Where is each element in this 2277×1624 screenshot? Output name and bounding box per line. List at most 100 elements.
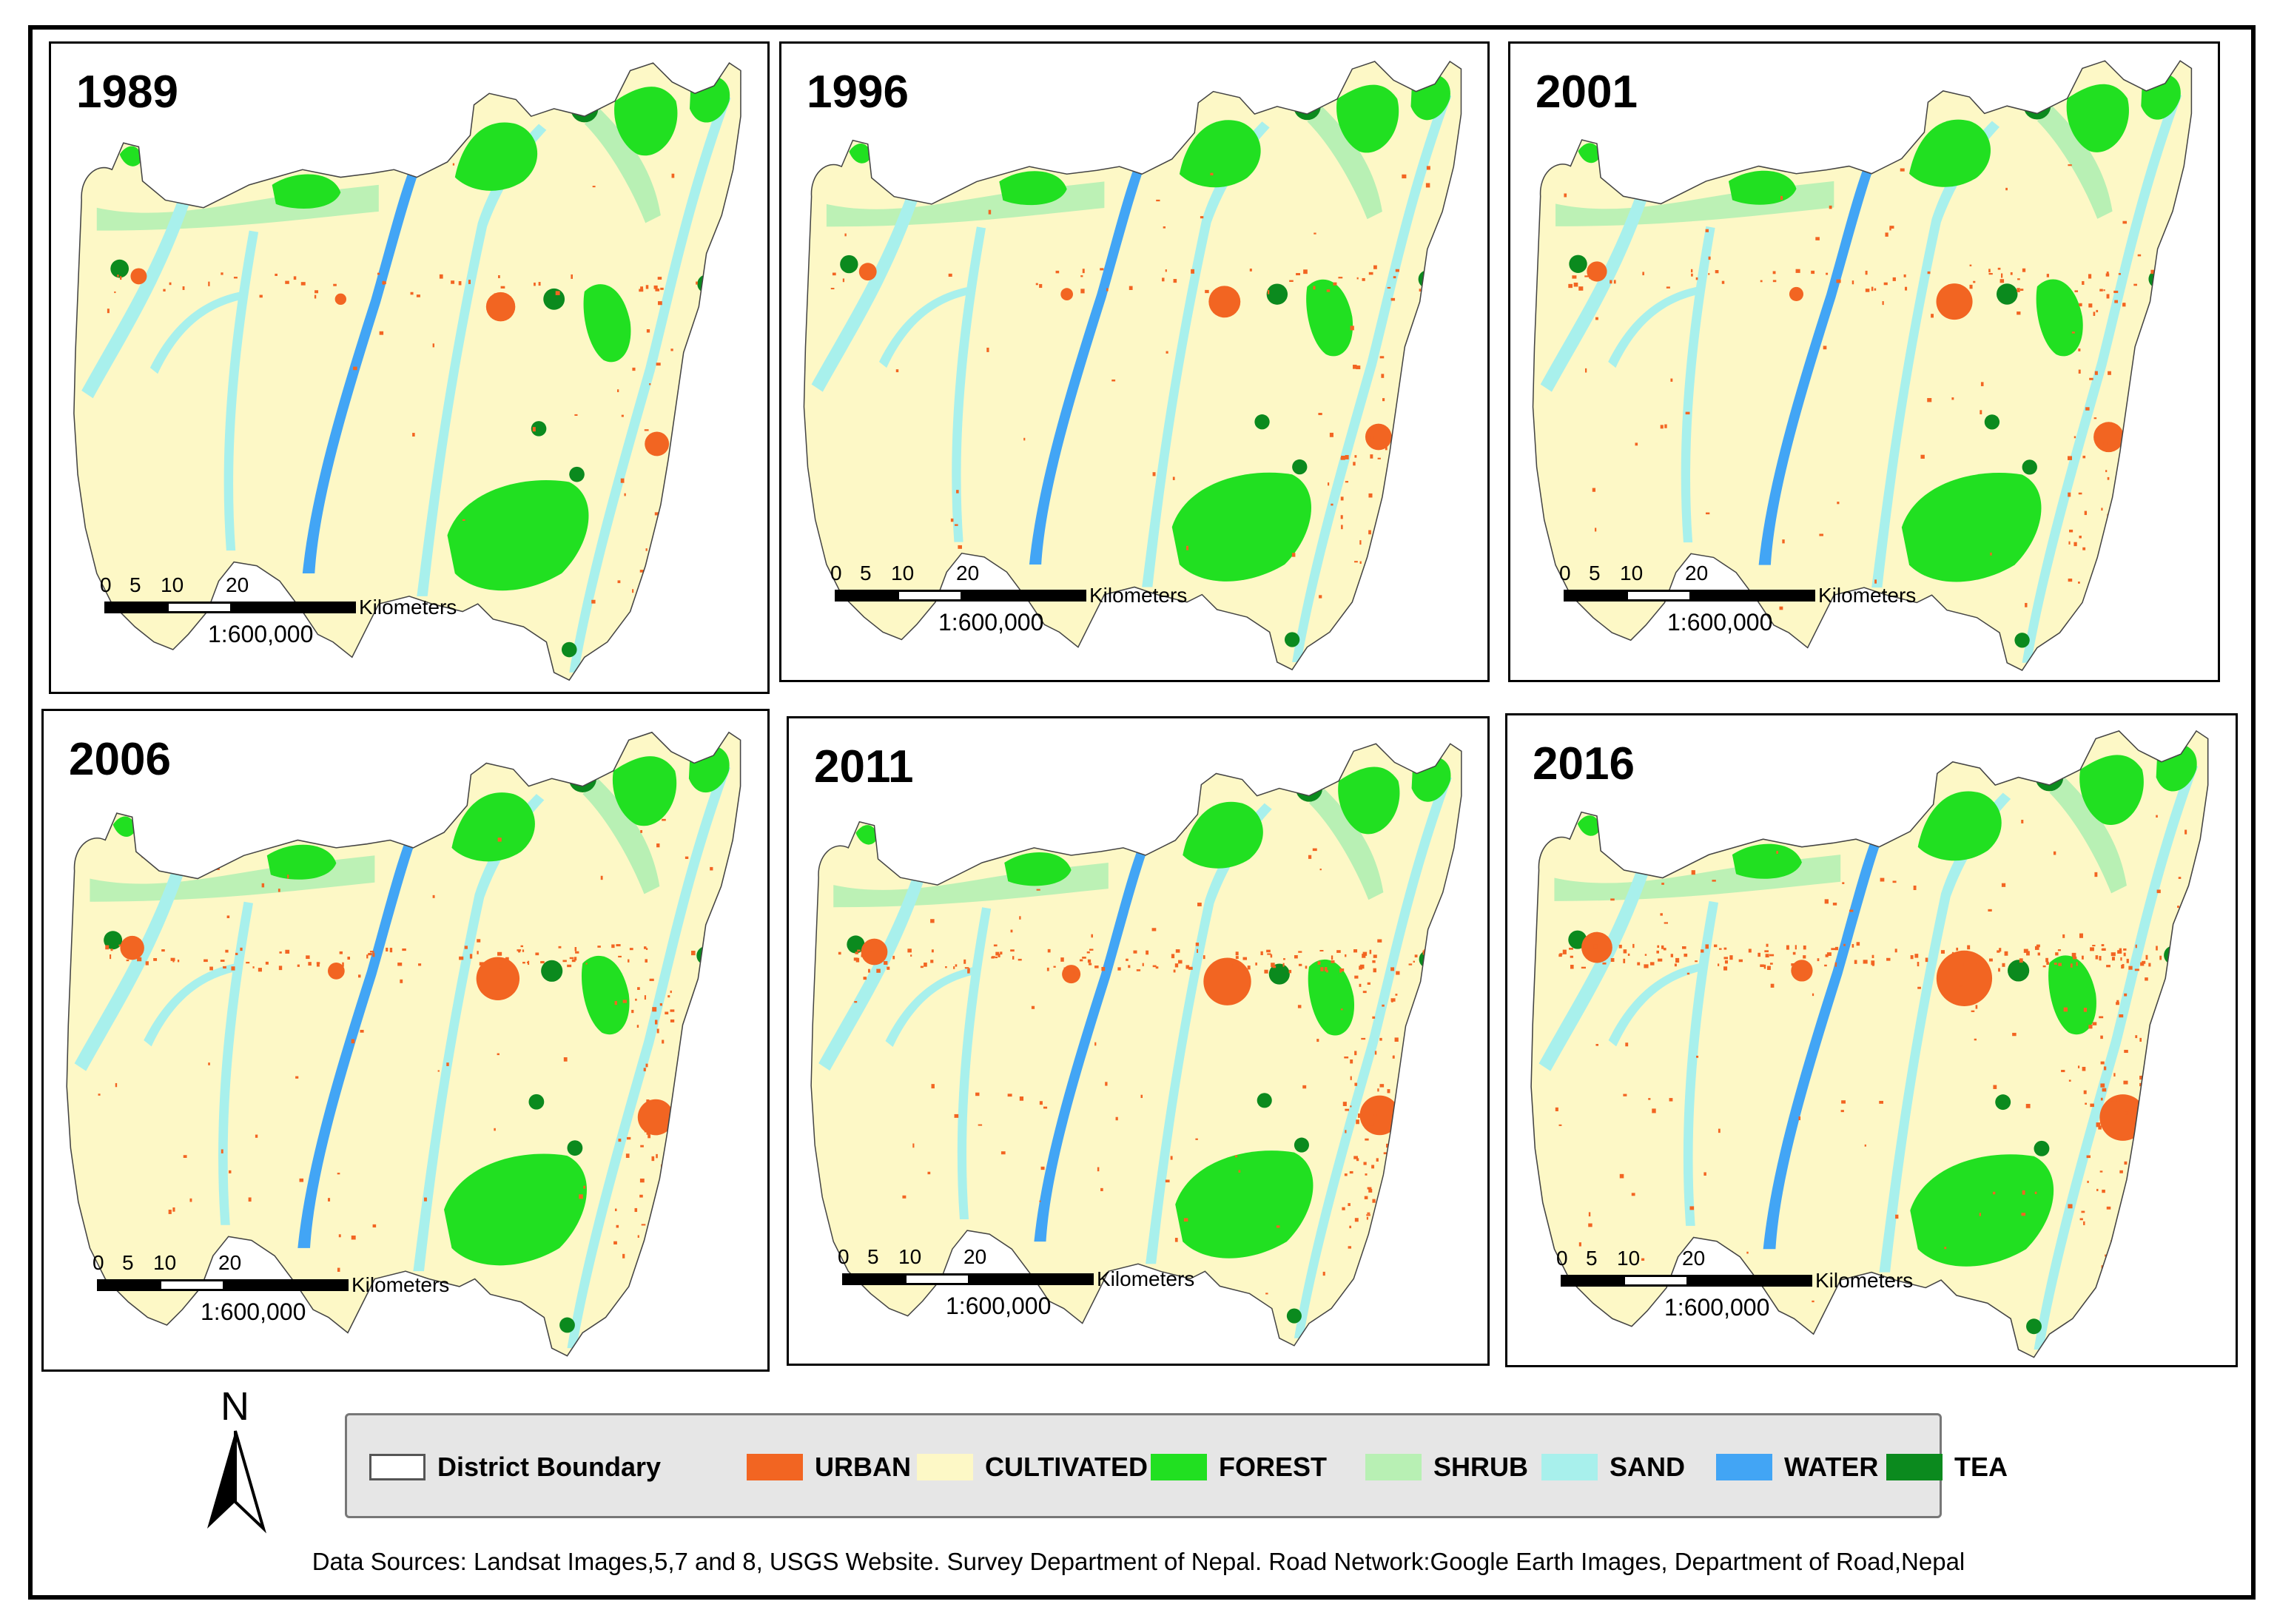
forest-area xyxy=(112,816,136,838)
urban-speckle xyxy=(1296,273,1300,276)
urban-speckle xyxy=(571,959,576,963)
urban-speckle xyxy=(339,951,343,954)
tea-area xyxy=(2007,960,2030,982)
sand-area xyxy=(2034,761,2199,1350)
urban-speckle xyxy=(2106,1206,2111,1210)
urban-speckle xyxy=(2037,952,2040,956)
urban-speckle xyxy=(600,875,603,880)
urban-speckle xyxy=(410,833,415,838)
urban-speckle xyxy=(670,1009,675,1012)
urban-speckle xyxy=(1046,967,1049,971)
urban-speckle xyxy=(1889,227,1891,231)
scale-tick-label: 10 xyxy=(1617,1247,1641,1270)
urban-speckle xyxy=(1019,916,1021,920)
urban-speckle xyxy=(1990,552,1992,556)
district-boundary xyxy=(803,60,1462,671)
urban-speckle xyxy=(1602,962,1607,965)
tea-area xyxy=(847,935,865,954)
urban-speckle xyxy=(1101,966,1106,971)
urban-speckle xyxy=(1272,965,1277,968)
urban-speckle xyxy=(704,946,709,950)
urban-speckle xyxy=(2070,963,2073,968)
urban-speckle xyxy=(1297,1005,1302,1008)
urban-speckle xyxy=(1963,963,1965,966)
urban-speckle xyxy=(592,186,596,188)
urban-speckle xyxy=(2203,963,2205,967)
urban-speckle xyxy=(2078,369,2081,374)
urban-speckle xyxy=(931,949,934,953)
sand-area xyxy=(1142,121,1270,587)
urban-speckle xyxy=(358,974,361,978)
urban-speckle xyxy=(351,1235,356,1240)
urban-speckle xyxy=(1422,1111,1427,1114)
urban-speckle xyxy=(2118,273,2122,275)
urban-speckle xyxy=(1165,269,1167,272)
urban-area xyxy=(2128,1196,2156,1224)
urban-speckle xyxy=(1345,481,1349,483)
shrub-area xyxy=(1308,788,1384,900)
urban-speckle xyxy=(353,366,357,371)
urban-speckle xyxy=(670,1261,672,1266)
urban-speckle xyxy=(1359,966,1362,970)
urban-speckle xyxy=(670,990,672,994)
scale-tick-label: 0 xyxy=(93,1251,104,1274)
urban-speckle xyxy=(645,548,648,551)
urban-speckle xyxy=(1792,951,1796,955)
tea-area xyxy=(2119,565,2136,580)
urban-speckle xyxy=(662,1117,666,1120)
urban-speckle xyxy=(2020,289,2024,291)
urban-speckle xyxy=(2135,944,2137,949)
urban-speckle xyxy=(1353,1156,1358,1159)
urban-speckle xyxy=(1843,943,1846,946)
urban-speckle xyxy=(1336,950,1341,953)
urban-speckle xyxy=(1592,488,1596,492)
urban-speckle xyxy=(2001,883,2006,887)
urban-speckle xyxy=(1610,280,1612,284)
scale-bar: 0 5 10 20 Kilometers 1:600,000 xyxy=(93,1251,482,1340)
urban-speckle xyxy=(2124,993,2128,997)
urban-speckle xyxy=(1166,351,1168,354)
urban-speckle xyxy=(1039,1101,1043,1105)
urban-speckle xyxy=(2022,268,2026,272)
urban-speckle xyxy=(1396,971,1400,975)
urban-speckle xyxy=(2105,470,2108,473)
urban-speckle xyxy=(2074,290,2079,292)
urban-speckle xyxy=(1746,1251,1749,1254)
urban-speckle xyxy=(1568,947,1573,950)
urban-speckle xyxy=(1373,1113,1377,1117)
forest-area xyxy=(1638,155,1699,179)
urban-speckle xyxy=(328,1198,331,1202)
urban-speckle xyxy=(1267,289,1270,294)
urban-speckle xyxy=(1087,959,1092,963)
water-body xyxy=(1758,166,1874,565)
panel-year: 2006 xyxy=(69,734,171,785)
land-cover-map xyxy=(66,731,741,1357)
urban-speckle xyxy=(1829,205,1832,209)
forest-area xyxy=(1175,1150,1314,1259)
urban-speckle xyxy=(1967,945,1971,950)
urban-speckle xyxy=(670,1216,674,1222)
forest-area xyxy=(849,143,872,164)
sand-area xyxy=(223,230,259,551)
urban-speckle xyxy=(372,1224,377,1228)
urban-speckle xyxy=(1644,964,1649,968)
urban-speckle xyxy=(1283,958,1285,960)
panel-year: 2011 xyxy=(814,741,914,792)
urban-speckle xyxy=(255,1134,258,1138)
urban-speckle xyxy=(964,967,969,969)
scale-segment xyxy=(1563,1277,1625,1284)
urban-speckle xyxy=(655,1204,660,1207)
urban-speckle xyxy=(2058,963,2062,966)
urban-speckle xyxy=(654,512,659,516)
urban-speckle xyxy=(2106,965,2110,968)
urban-speckle xyxy=(625,1153,630,1158)
urban-speckle xyxy=(1905,286,1908,291)
urban-speckle xyxy=(2187,285,2190,287)
urban-speckle xyxy=(386,947,389,952)
legend-item-urban: URBAN xyxy=(747,1451,911,1483)
legend-item-boundary: District Boundary xyxy=(369,1451,661,1483)
urban-speckle xyxy=(832,272,836,276)
sand-area xyxy=(413,794,545,1272)
urban-speckle xyxy=(963,959,966,964)
urban-speckle xyxy=(597,946,601,948)
